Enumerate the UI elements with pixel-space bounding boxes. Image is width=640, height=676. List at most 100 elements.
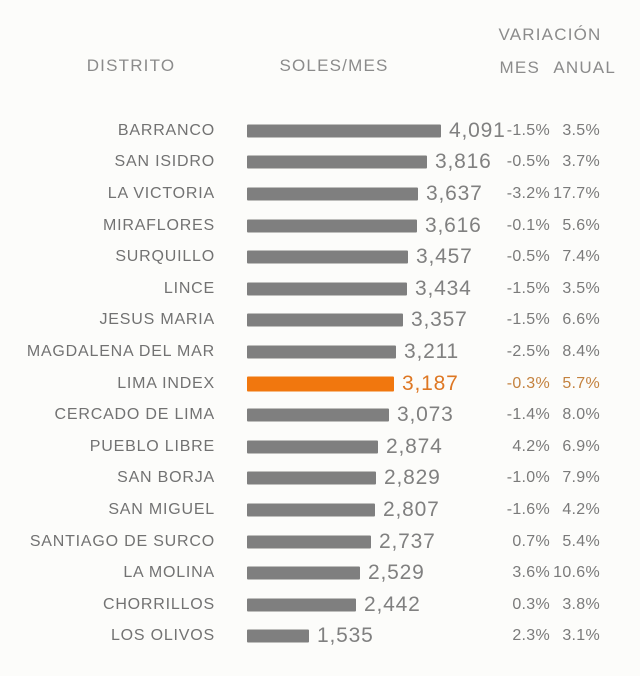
soles-value-label: 3,457 [416,245,473,269]
variation-mes-value: 0.7% [512,532,550,550]
variation-mes-value: -1.0% [506,469,550,487]
chart-row: SAN BORJA 2,829 -1.0% 7.9% [0,463,640,495]
district-label: LINCE [163,279,215,297]
variation-anual-value: 5.7% [562,374,600,392]
soles-bar [247,598,356,612]
variation-mes-value: -1.6% [506,500,550,518]
district-label: CERCADO DE LIMA [54,406,215,424]
soles-bar [247,155,427,169]
district-label: CHORRILLOS [102,595,215,613]
soles-value-label: 3,357 [411,308,468,332]
variation-anual-value: 3.5% [562,279,600,297]
soles-value-label: 2,874 [386,434,443,458]
variation-mes-value: -1.4% [506,406,550,424]
soles-bar [247,535,371,549]
soles-value-label: 3,434 [415,276,472,300]
variation-anual-value: 8.0% [562,406,600,424]
soles-bar [247,187,418,201]
chart-row: SAN MIGUEL 2,807 -1.6% 4.2% [0,494,640,526]
variation-mes-value: -0.5% [506,153,550,171]
chart-row: SAN ISIDRO 3,816 -0.5% 3.7% [0,147,640,179]
variation-mes-value: -1.5% [506,311,550,329]
soles-value-label: 2,529 [368,561,425,585]
soles-bar [247,219,417,233]
district-label: SAN BORJA [117,469,215,487]
column-header-variacion-anual: ANUAL [553,58,616,77]
soles-value-label: 3,816 [435,150,492,174]
variation-anual-value: 3.8% [562,595,600,613]
variation-mes-value: 3.6% [512,564,550,582]
district-label: MAGDALENA DEL MAR [26,342,215,360]
soles-value-label: 3,187 [402,371,459,395]
column-header-distrito: DISTRITO [86,56,176,75]
variation-anual-value: 3.5% [562,121,600,139]
district-label: SANTIAGO DE SURCO [29,532,215,550]
soles-bar [247,124,441,138]
variation-anual-value: 6.6% [562,311,600,329]
district-label: SAN ISIDRO [114,153,215,171]
chart-row: LINCE 3,434 -1.5% 3.5% [0,273,640,305]
district-label: LOS OLIVOS [110,627,215,645]
chart-row: CHORRILLOS 2,442 0.3% 3.8% [0,589,640,621]
soles-bar [247,440,378,454]
district-label: SAN MIGUEL [108,500,215,518]
column-header-variacion: VARIACIÓN [498,25,602,44]
variation-anual-value: 3.7% [562,153,600,171]
variation-anual-value: 8.4% [562,342,600,360]
soles-value-label: 3,073 [397,403,454,427]
soles-value-label: 2,829 [384,466,441,490]
column-header-variacion-mes: MES [499,58,540,77]
variation-mes-value: 4.2% [512,437,550,455]
variation-anual-value: 3.1% [562,627,600,645]
chart-row: LA VICTORIA 3,637 -3.2% 17.7% [0,178,640,210]
district-label: LIMA INDEX [117,374,215,392]
variation-anual-value: 7.4% [562,248,600,266]
column-header-soles-mes: SOLES/MES [279,56,389,75]
variation-anual-value: 10.6% [553,564,600,582]
chart-row: CERCADO DE LIMA 3,073 -1.4% 8.0% [0,399,640,431]
chart-row: MIRAFLORES 3,616 -0.1% 5.6% [0,210,640,242]
variation-mes-value: -0.5% [506,248,550,266]
soles-bar [247,566,360,580]
variation-mes-value: -0.3% [506,374,550,392]
district-label: PUEBLO LIBRE [89,437,215,455]
chart-row: SURQUILLO 3,457 -0.5% 7.4% [0,241,640,273]
soles-value-label: 1,535 [317,624,374,648]
district-label: MIRAFLORES [102,216,215,234]
soles-bar [247,376,394,392]
chart-row: LA MOLINA 2,529 3.6% 10.6% [0,557,640,589]
soles-bar [247,313,403,327]
soles-bar [247,282,407,296]
variation-anual-value: 5.4% [562,532,600,550]
soles-bar [247,629,309,643]
chart-row: BARRANCO 4,091 -1.5% 3.5% [0,115,640,147]
soles-bar [247,345,396,359]
variation-anual-value: 7.9% [562,469,600,487]
soles-value-label: 2,737 [379,529,436,553]
chart-row: LOS OLIVOS 1,535 2.3% 3.1% [0,621,640,653]
soles-value-label: 2,807 [383,497,440,521]
variation-mes-value: -3.2% [506,184,550,202]
soles-value-label: 4,091 [449,118,506,142]
soles-bar [247,408,389,422]
district-label: LA VICTORIA [107,184,215,202]
district-label: LA MOLINA [123,564,215,582]
chart-row: MAGDALENA DEL MAR 3,211 -2.5% 8.4% [0,336,640,368]
soles-value-label: 3,637 [426,181,483,205]
district-label: SURQUILLO [115,248,215,266]
chart-row: JESUS MARIA 3,357 -1.5% 6.6% [0,305,640,337]
variation-anual-value: 4.2% [562,500,600,518]
soles-bar [247,250,408,264]
variation-mes-value: 2.3% [512,627,550,645]
district-label: BARRANCO [117,121,215,139]
chart-row: SANTIAGO DE SURCO 2,737 0.7% 5.4% [0,526,640,558]
variation-anual-value: 6.9% [562,437,600,455]
district-label: JESUS MARIA [99,311,215,329]
variation-mes-value: -1.5% [506,121,550,139]
soles-bar [247,471,376,485]
bar-chart-rows: BARRANCO 4,091 -1.5% 3.5% SAN ISIDRO 3,8… [0,115,640,652]
variation-mes-value: -2.5% [506,342,550,360]
soles-value-label: 3,616 [425,213,482,237]
chart-row: LIMA INDEX 3,187 -0.3% 5.7% [0,368,640,400]
variation-mes-value: -1.5% [506,279,550,297]
